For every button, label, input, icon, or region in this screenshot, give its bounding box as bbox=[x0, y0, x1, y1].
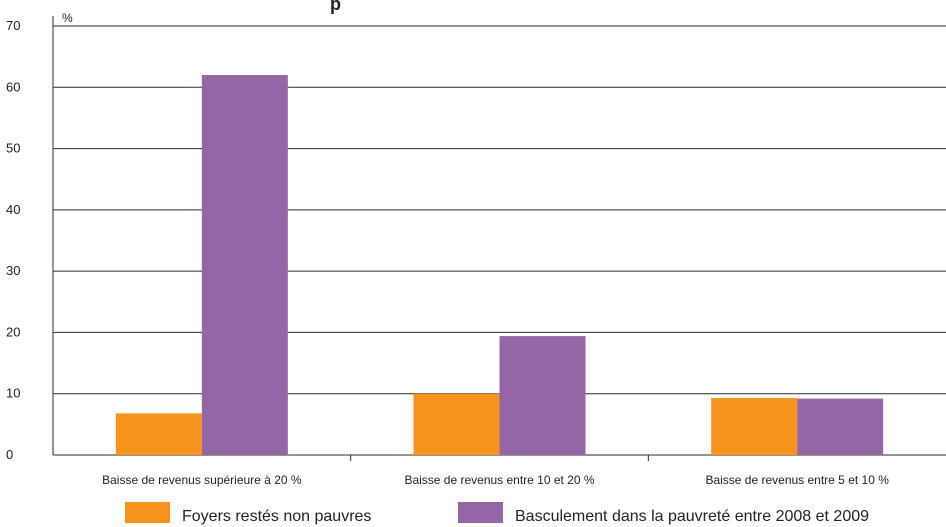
y-tick-label-20: 20 bbox=[6, 324, 20, 339]
legend-item-series-1: Foyers restés non pauvres bbox=[125, 502, 371, 525]
y-tick-label-40: 40 bbox=[6, 202, 20, 217]
chart-legend: Foyers restés non pauvres Basculement da… bbox=[0, 502, 946, 525]
y-tick-label-30: 30 bbox=[6, 263, 20, 278]
legend-item-series-2: Basculement dans la pauvreté entre 2008 … bbox=[458, 502, 869, 525]
x-tick-label-1: Baisse de revenus supérieure à 20 % bbox=[102, 473, 302, 487]
bar-series-1-cat-2 bbox=[413, 393, 500, 455]
y-tick-label-50: 50 bbox=[6, 141, 20, 156]
bar-series-2-cat-2 bbox=[499, 336, 586, 455]
legend-swatch-series-1 bbox=[125, 502, 170, 523]
y-tick-label-10: 10 bbox=[6, 386, 20, 401]
bar-series-1-cat-1 bbox=[115, 413, 202, 455]
y-tick-label-0: 0 bbox=[6, 447, 13, 462]
chart-title-fragment: p bbox=[330, 0, 341, 14]
legend-swatch-series-2 bbox=[458, 502, 503, 523]
bar-series-2-cat-3 bbox=[797, 398, 884, 455]
y-tick-label-70: 70 bbox=[6, 18, 20, 33]
legend-label-series-1: Foyers restés non pauvres bbox=[182, 508, 372, 525]
bar-series-2-cat-1 bbox=[201, 75, 288, 456]
legend-label-series-2: Basculement dans la pauvreté entre 2008 … bbox=[515, 508, 870, 525]
x-tick-label-2: Baisse de revenus entre 10 et 20 % bbox=[404, 473, 594, 487]
y-tick-label-60: 60 bbox=[6, 79, 20, 94]
y-axis-unit-label: % bbox=[62, 11, 73, 25]
bar-series-1-cat-3 bbox=[711, 398, 798, 455]
x-tick-label-3: Baisse de revenus entre 5 et 10 % bbox=[705, 473, 889, 487]
